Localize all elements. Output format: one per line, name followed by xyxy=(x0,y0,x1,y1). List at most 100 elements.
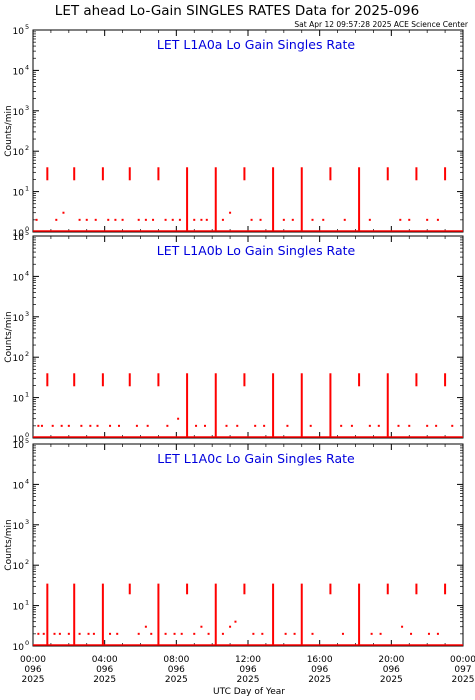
y-tick-exponent: 2 xyxy=(25,558,29,566)
x-tick-label: 08:00 096 2025 xyxy=(163,655,189,685)
data-point xyxy=(293,632,296,635)
x-tick-label: 16:00 096 2025 xyxy=(307,655,333,685)
y-tick-label: 10 xyxy=(13,441,25,451)
data-point xyxy=(37,632,40,635)
y-tick-label: 10 xyxy=(13,233,25,243)
data-point xyxy=(309,424,312,427)
data-point xyxy=(137,632,140,635)
plot-frame xyxy=(32,443,464,647)
data-point xyxy=(55,218,58,221)
y-tick-label: 10 xyxy=(13,562,25,572)
x-axis-label: UTC Day of Year xyxy=(213,687,285,697)
y-tick-label: 10 xyxy=(13,273,25,283)
y-tick-exponent: 1 xyxy=(25,391,29,399)
y-tick-exponent: 5 xyxy=(25,23,29,31)
y-axis-label: Counts/min xyxy=(4,519,14,570)
data-point xyxy=(427,632,430,635)
data-point xyxy=(204,424,206,427)
x-tick-label: 04:00 096 2025 xyxy=(92,655,118,685)
x-tick-label-line: 096 xyxy=(383,665,400,675)
data-point xyxy=(67,424,70,427)
data-point xyxy=(341,632,344,635)
y-tick-label: 10 xyxy=(13,108,25,118)
data-point xyxy=(350,424,353,427)
data-point xyxy=(109,632,112,635)
data-point xyxy=(229,625,232,628)
data-point xyxy=(135,424,138,427)
data-point xyxy=(58,632,61,635)
data-point xyxy=(282,218,285,221)
data-point xyxy=(343,218,346,221)
y-tick-label: 10 xyxy=(13,27,25,37)
x-tick-label-line: 096 xyxy=(96,665,113,675)
data-point xyxy=(92,632,95,635)
x-tick-label-line: 096 xyxy=(168,665,185,675)
data-point xyxy=(87,632,90,635)
y-tick-label: 10 xyxy=(13,314,25,324)
data-point xyxy=(254,424,257,427)
x-tick-label-line: 096 xyxy=(311,665,328,675)
data-point xyxy=(370,632,373,635)
y-tick-label: 10 xyxy=(13,603,25,613)
data-point xyxy=(62,211,65,214)
data-point xyxy=(164,218,167,221)
data-point xyxy=(291,218,294,221)
plot-frame xyxy=(32,235,464,439)
data-point xyxy=(250,218,253,221)
data-point xyxy=(408,218,411,221)
data-point xyxy=(340,424,343,427)
data-point xyxy=(53,632,56,635)
x-tick-label-line: 08:00 xyxy=(163,655,189,665)
data-point xyxy=(60,424,63,427)
x-tick-label-line: 096 xyxy=(24,665,41,675)
data-point xyxy=(225,424,228,427)
y-tick-exponent: 5 xyxy=(25,437,29,445)
data-point xyxy=(401,625,404,628)
y-tick-label: 10 xyxy=(13,522,25,532)
data-point xyxy=(322,218,325,221)
data-point xyxy=(200,625,203,628)
data-point xyxy=(229,211,232,214)
y-tick-exponent: 3 xyxy=(25,518,29,526)
panel-title: LET L1A0b Lo Gain Singles Rate xyxy=(157,243,356,258)
timestamp-label: Sat Apr 12 09:57:28 2025 ACE Science Cen… xyxy=(294,20,468,29)
data-point xyxy=(35,218,38,221)
data-point xyxy=(193,632,196,635)
data-point xyxy=(80,424,83,427)
data-point xyxy=(368,424,371,427)
data-point xyxy=(435,424,438,427)
data-point xyxy=(67,632,70,635)
y-tick-exponent: 4 xyxy=(25,63,29,71)
data-point xyxy=(261,632,264,635)
x-tick-label-line: 2025 xyxy=(308,675,331,685)
data-point xyxy=(107,218,110,221)
data-point xyxy=(144,218,147,221)
y-tick-exponent: 4 xyxy=(25,477,29,485)
data-point xyxy=(379,632,382,635)
data-point xyxy=(40,424,43,427)
data-point xyxy=(178,218,181,221)
y-tick-label: 10 xyxy=(13,643,25,653)
panel-title: LET L1A0c Lo Gain Singles Rate xyxy=(157,451,355,466)
data-point xyxy=(177,417,180,420)
data-point xyxy=(284,632,287,635)
x-tick-label-line: 00:00 xyxy=(450,655,475,665)
data-point xyxy=(116,632,119,635)
data-point xyxy=(78,632,81,635)
y-tick-exponent: 3 xyxy=(25,310,29,318)
data-point xyxy=(205,218,208,221)
data-point xyxy=(200,218,203,221)
y-axis-label: Counts/min xyxy=(4,105,14,156)
data-point xyxy=(85,218,88,221)
y-tick-label: 10 xyxy=(13,148,25,158)
x-tick-label-line: 2025 xyxy=(380,675,403,685)
data-point xyxy=(166,424,169,427)
y-axis-label: Counts/min xyxy=(4,311,14,362)
plot-frame xyxy=(32,29,464,233)
data-point xyxy=(150,632,153,635)
y-tick-exponent: 1 xyxy=(25,185,29,193)
data-point xyxy=(436,218,439,221)
x-tick-label-line: 097 xyxy=(454,665,471,675)
